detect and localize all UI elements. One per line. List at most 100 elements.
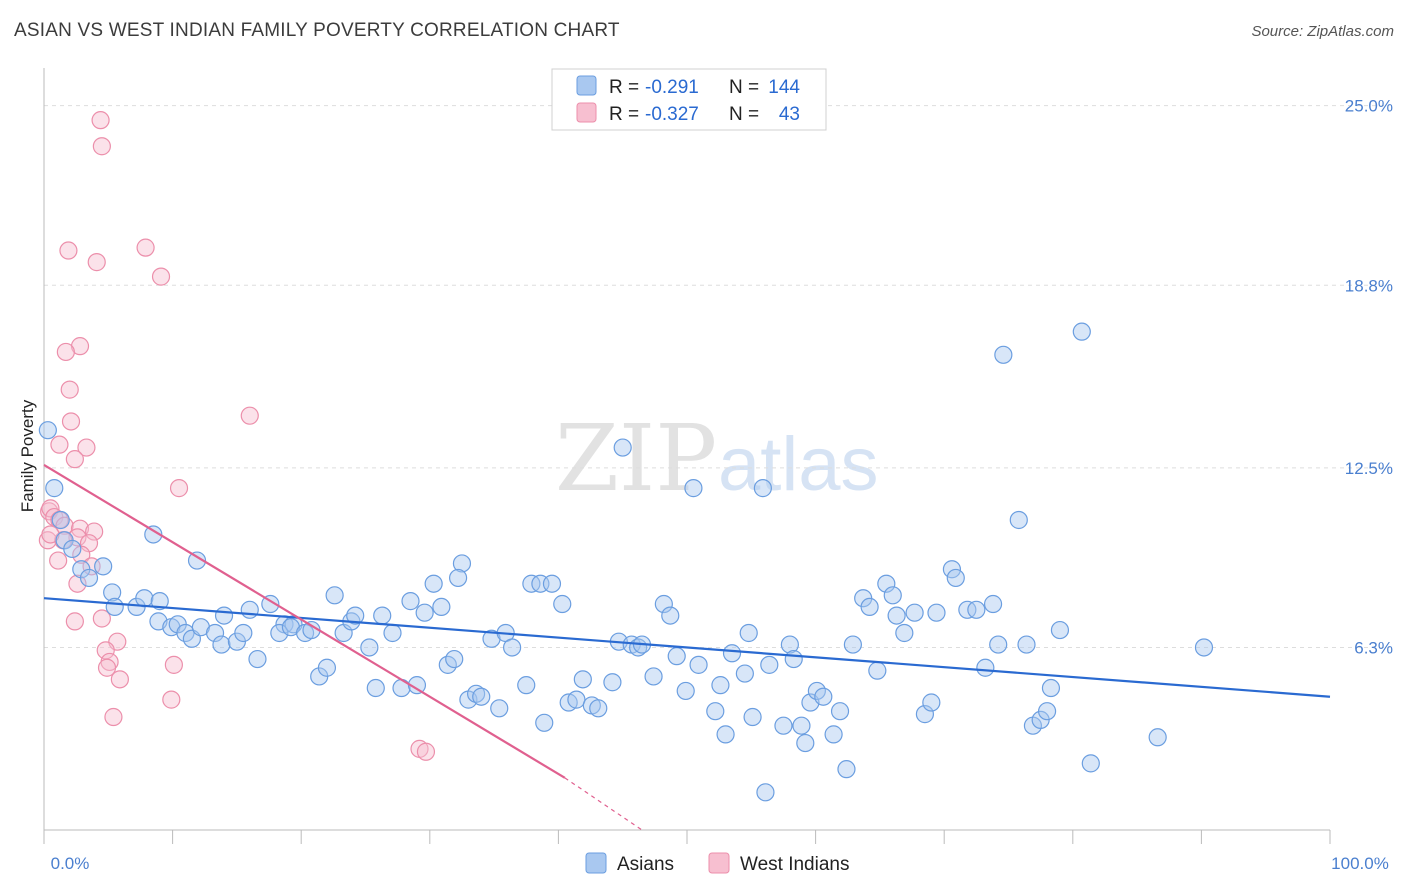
asians-point — [868, 661, 887, 680]
asians-point — [792, 716, 811, 735]
west-indians-point — [164, 655, 183, 674]
legend-r-value-west-indians: -0.327 — [645, 104, 699, 125]
asians-point — [103, 583, 122, 602]
asians-point — [445, 649, 464, 669]
asians-point — [212, 635, 231, 654]
asians-point — [860, 597, 879, 617]
asians-point — [711, 676, 730, 695]
asians-point — [824, 725, 843, 744]
asians-point — [38, 421, 57, 440]
west-indians-point — [91, 111, 110, 130]
bottom-legend-label-west-indians: West Indians — [740, 854, 849, 875]
asians-point — [983, 594, 1003, 614]
asians-point — [905, 603, 924, 622]
asians-point — [45, 479, 64, 498]
asians-point — [1081, 754, 1100, 773]
asians-point — [517, 676, 536, 695]
watermark-zip: ZIP — [555, 405, 717, 512]
asians-point — [989, 635, 1008, 654]
asians-point — [317, 658, 337, 677]
asians-point — [535, 713, 554, 732]
asians-point — [994, 345, 1013, 364]
y-tick-label: 12.5% — [1345, 459, 1393, 478]
asians-point — [735, 664, 754, 683]
asians-point — [79, 568, 99, 588]
west-indians-point — [60, 380, 79, 399]
asians-point — [689, 655, 708, 674]
asians-point — [722, 644, 742, 663]
asians-point — [915, 705, 935, 724]
asians-point — [756, 783, 775, 802]
asians-point — [567, 690, 586, 709]
asians-point — [942, 560, 962, 579]
asians-point — [976, 658, 995, 677]
asians-point — [448, 568, 468, 588]
asians-point — [887, 606, 906, 625]
y-tick-label: 6.3% — [1354, 638, 1393, 657]
asians-trend-line — [43, 597, 1331, 698]
west-indians-point — [59, 241, 78, 260]
asians-point — [573, 670, 592, 689]
legend-r-value-asians: -0.291 — [645, 77, 699, 98]
legend-r-label-asians: R = — [609, 77, 639, 98]
asians-point — [553, 594, 572, 614]
x-tick-label-min: 0.0% — [51, 854, 90, 873]
source-label: Source: ZipAtlas.com — [1251, 23, 1394, 40]
asians-point — [843, 635, 862, 654]
chart-title: ASIAN VS WEST INDIAN FAMILY POVERTY CORR… — [14, 20, 620, 41]
asians-point — [1072, 322, 1091, 341]
legend: R = -0.291 N = 144 R = -0.327 N = 43 — [551, 68, 827, 131]
west-indians-point — [65, 612, 84, 631]
west-indians-point — [65, 450, 84, 469]
asians-point — [360, 638, 379, 657]
legend-swatch-asians — [576, 75, 597, 96]
asians-point — [63, 539, 82, 559]
asians-point — [743, 707, 762, 727]
asians-point — [51, 510, 70, 530]
west-indians-point — [92, 137, 111, 156]
west-indians-point — [416, 742, 436, 761]
asians-point — [676, 681, 695, 701]
west-indians-point — [49, 551, 68, 570]
asians-point — [542, 574, 562, 593]
y-tick-label: 25.0% — [1345, 97, 1393, 116]
west-indians-trend-extension — [564, 777, 643, 831]
west-indians-point — [72, 545, 91, 564]
y-tick-labels: 6.3% 12.5% 18.8% 25.0% — [1345, 97, 1393, 658]
x-tick-label-max: 100.0% — [1331, 854, 1389, 873]
west-indians-point — [104, 707, 123, 727]
asians-point — [1009, 510, 1028, 530]
west-indians-point — [110, 670, 129, 689]
asians-point — [1194, 638, 1214, 657]
bottom-legend: Asians West Indians — [585, 852, 849, 875]
asians-point — [589, 699, 608, 718]
asians-point — [105, 597, 124, 617]
legend-swatch-west-indians — [576, 102, 597, 123]
asians-point — [205, 623, 225, 643]
west-indians-point — [68, 574, 87, 593]
west-indians-point — [240, 406, 259, 425]
west-indians-point — [56, 342, 75, 362]
x-ticks — [43, 830, 1331, 844]
asians-point — [150, 592, 169, 611]
asians-point — [760, 655, 779, 674]
west-indians-point — [169, 479, 189, 498]
west-indians-point — [85, 522, 104, 541]
asians-point — [927, 603, 946, 622]
legend-n-label-asians: N = — [729, 77, 759, 98]
asians-point — [830, 702, 850, 721]
asians-points — [38, 322, 1214, 802]
asians-point — [967, 600, 986, 619]
watermark-atlas: atlas — [718, 422, 879, 507]
asians-point — [472, 687, 491, 706]
west-indians-point — [61, 412, 81, 431]
asians-point — [922, 693, 941, 712]
asians-point — [753, 479, 772, 498]
bottom-legend-swatch-asians — [585, 852, 607, 874]
asians-point — [325, 586, 344, 605]
asians-point — [383, 623, 402, 643]
asians-point — [1041, 678, 1061, 698]
west-indians-point — [87, 253, 106, 272]
asians-point — [644, 667, 663, 686]
